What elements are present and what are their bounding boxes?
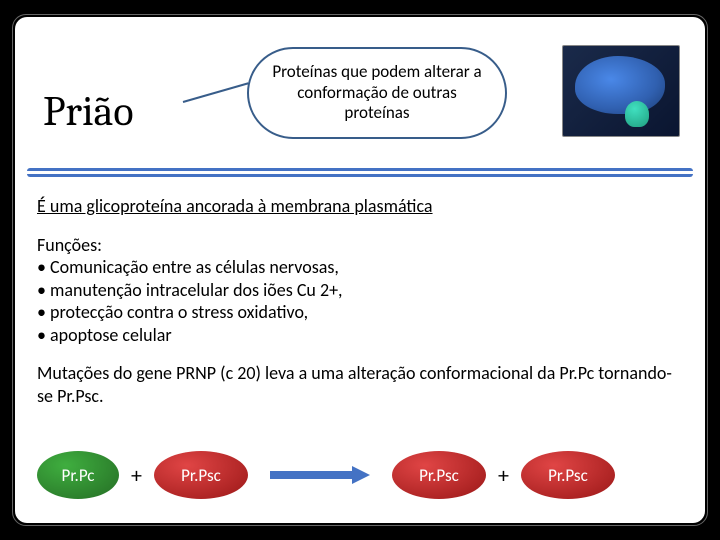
header-region: Prião Proteínas que podem alterar a conf… bbox=[37, 39, 683, 154]
body-content: É uma glicoproteína ancorada à membrana … bbox=[37, 195, 683, 423]
plus-sign: + bbox=[131, 462, 142, 489]
title-connector-line bbox=[183, 82, 249, 103]
product-prpsc-1: Pr.Psc bbox=[392, 451, 486, 499]
reactant-prpc: Pr.Pc bbox=[37, 451, 119, 499]
reaction-row: Pr.Pc + Pr.Psc Pr.Psc + Pr.Psc bbox=[37, 447, 683, 503]
slide-panel: Prião Proteínas que podem alterar a conf… bbox=[15, 17, 705, 523]
product-prpsc-2: Pr.Psc bbox=[521, 451, 615, 499]
function-item: apoptose celular bbox=[37, 324, 683, 347]
definition-text: Proteínas que podem alterar a conformaçã… bbox=[271, 62, 483, 123]
reactant-prpsc: Pr.Psc bbox=[154, 451, 248, 499]
arrow-shaft bbox=[270, 471, 352, 479]
brain-image bbox=[562, 45, 680, 137]
glycoprotein-line: É uma glicoproteína ancorada à membrana … bbox=[37, 195, 683, 218]
slide-title: Prião bbox=[43, 87, 134, 136]
functions-block: Funções: Comunicação entre as células ne… bbox=[37, 234, 683, 347]
function-item: protecção contra o stress oxidativo, bbox=[37, 301, 683, 324]
arrow-head-icon bbox=[352, 466, 370, 484]
functions-header: Funções: bbox=[37, 234, 683, 257]
slide-outer-frame: Prião Proteínas que podem alterar a conf… bbox=[12, 14, 708, 526]
divider-bar bbox=[27, 168, 693, 177]
definition-bubble: Proteínas que podem alterar a conformaçã… bbox=[247, 47, 507, 139]
mutation-paragraph: Mutações do gene PRNP (c 20) leva a uma … bbox=[37, 362, 683, 407]
cerebellum-icon bbox=[625, 101, 649, 127]
reaction-arrow bbox=[260, 468, 380, 482]
brain-icon bbox=[575, 56, 665, 114]
function-item: manutenção intracelular dos iões Cu 2+, bbox=[37, 279, 683, 302]
plus-sign: + bbox=[498, 462, 509, 489]
function-item: Comunicação entre as células nervosas, bbox=[37, 256, 683, 279]
